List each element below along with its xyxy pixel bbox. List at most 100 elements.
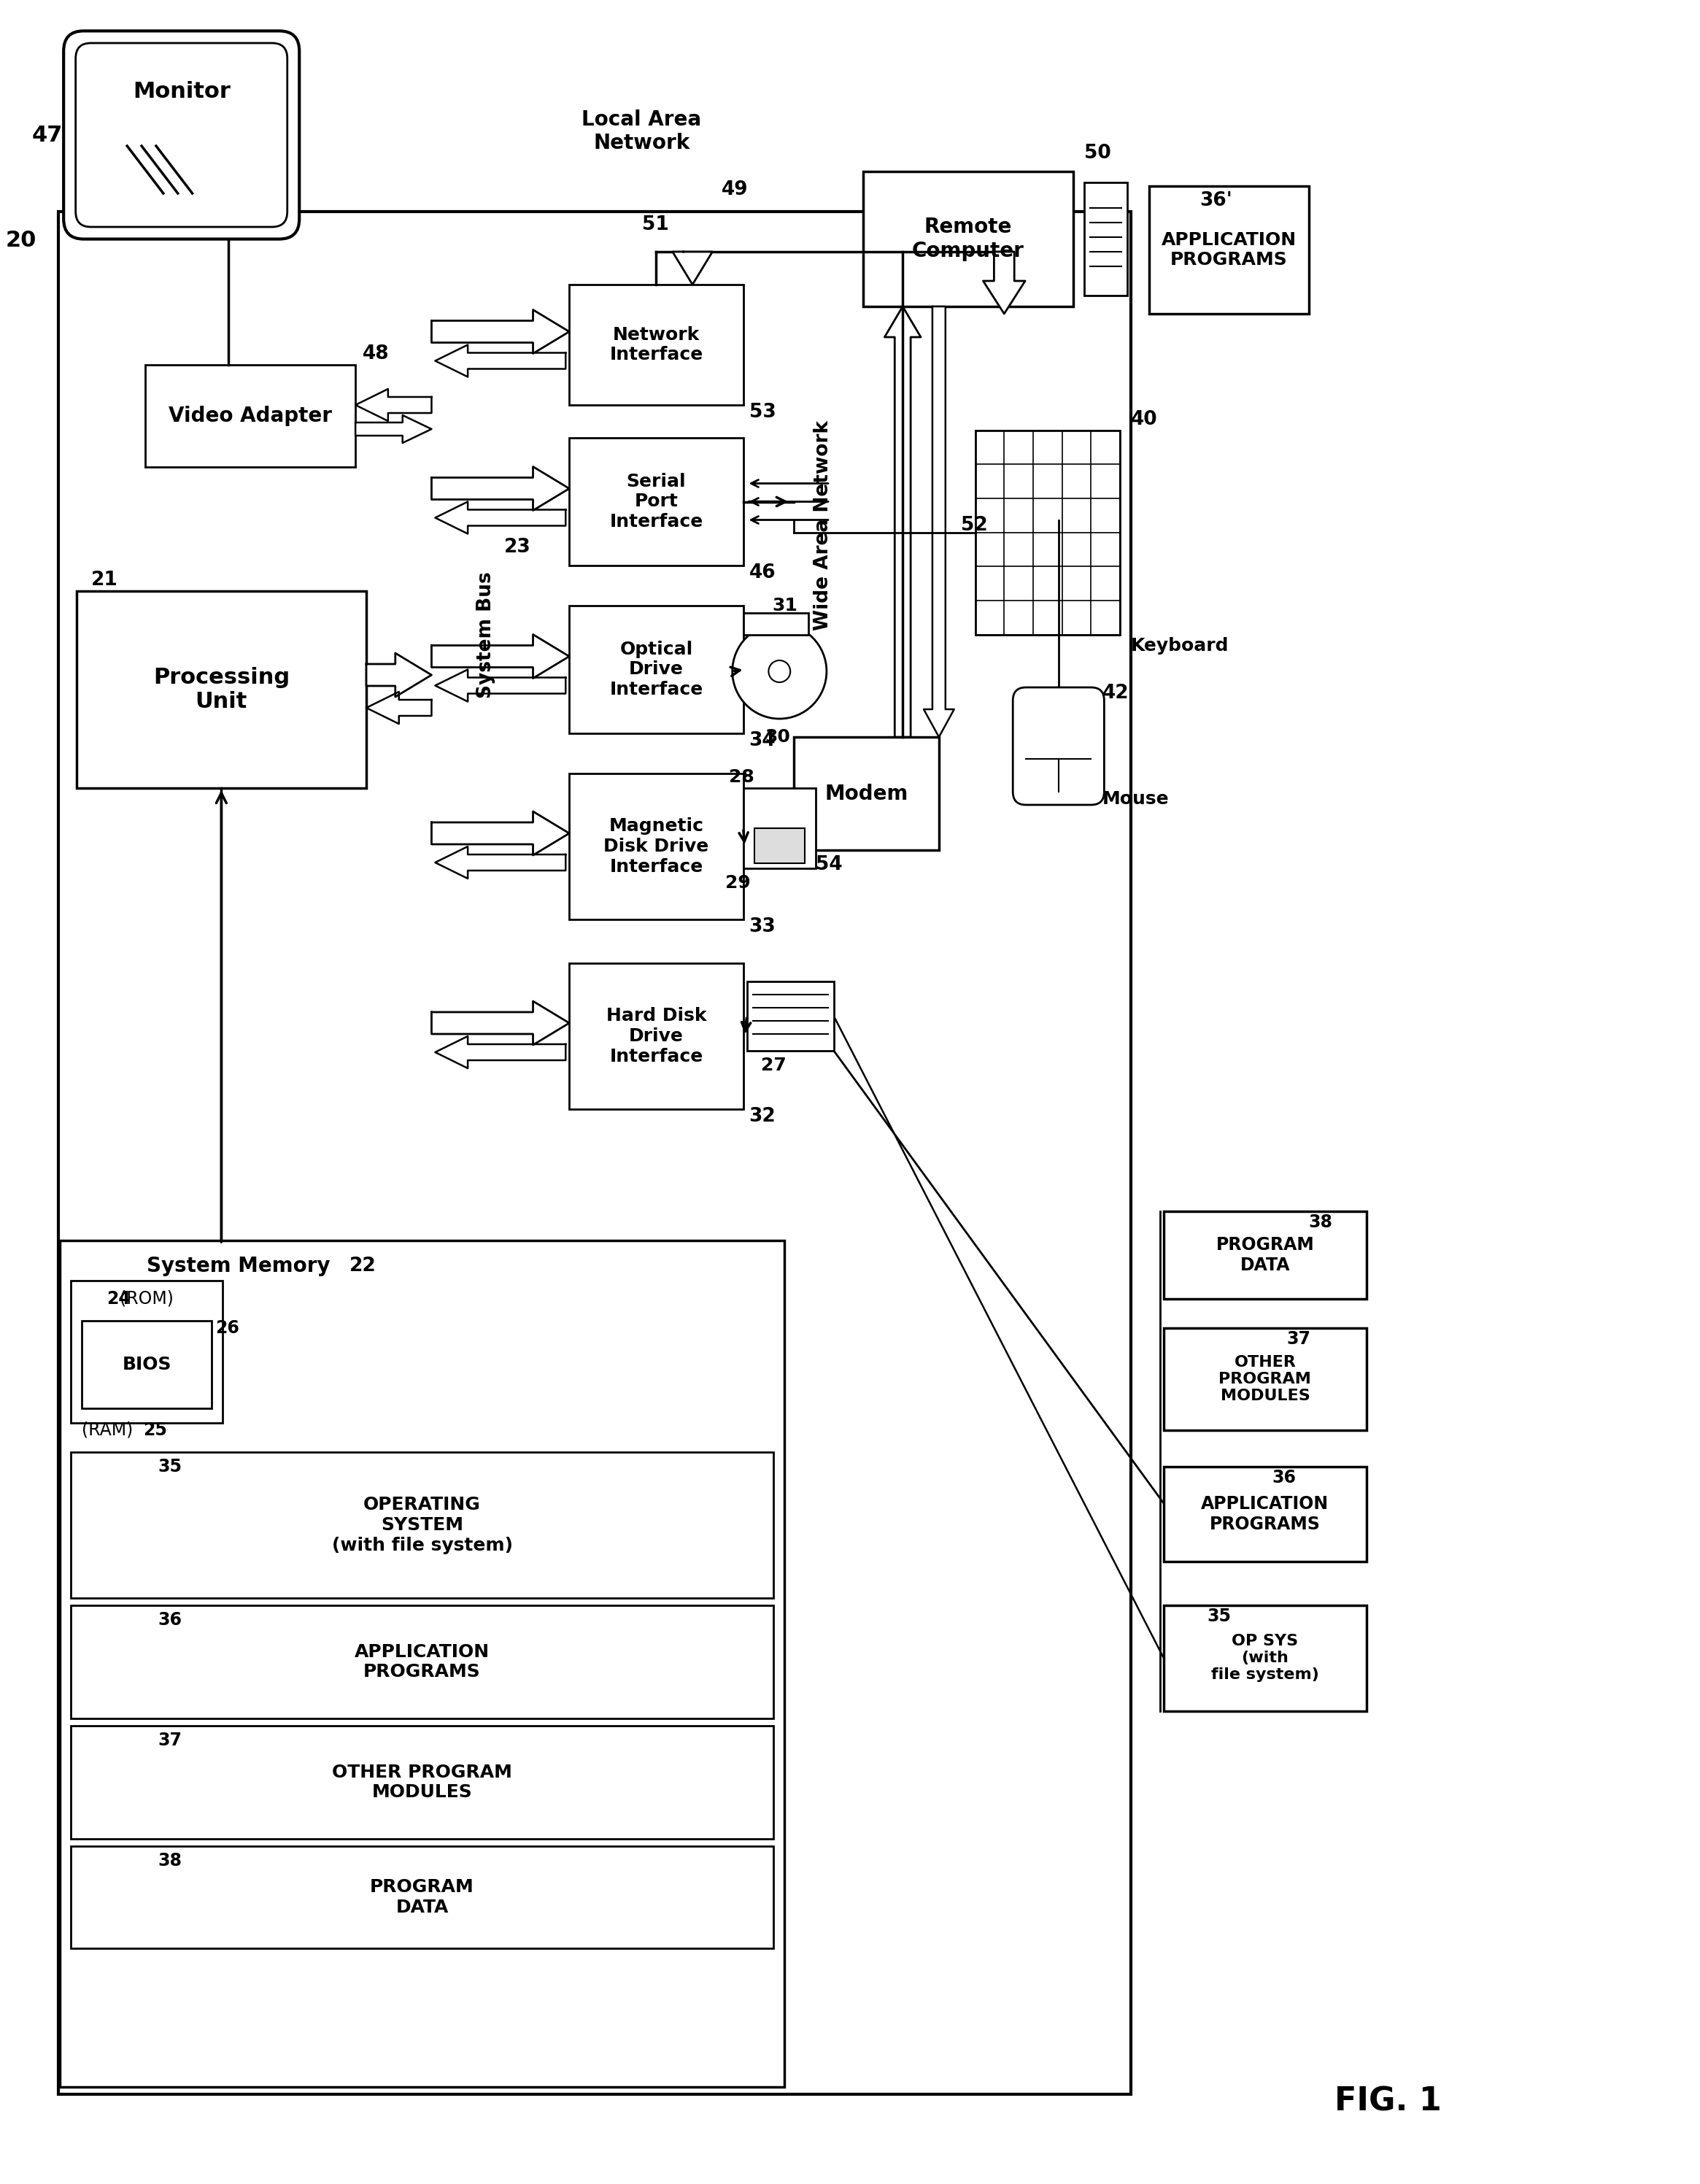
Bar [746, 981, 833, 1051]
Polygon shape [432, 467, 570, 511]
Text: Video Adapter: Video Adapter [168, 406, 332, 426]
Polygon shape [366, 692, 432, 723]
Text: 53: 53 [750, 402, 775, 422]
Bar [58, 212, 1130, 2094]
Text: FIG. 1: FIG. 1 [1334, 2086, 1442, 2116]
Text: 24: 24 [107, 1291, 131, 1308]
Text: System Memory: System Memory [146, 1256, 330, 1275]
Bar [570, 605, 743, 734]
Bar [71, 1725, 774, 1839]
Text: 31: 31 [772, 596, 797, 614]
Text: 22: 22 [350, 1256, 376, 1275]
Bar [1163, 1605, 1367, 1710]
Text: 42: 42 [1102, 684, 1129, 703]
Text: Wide Area Network: Wide Area Network [814, 419, 833, 631]
Text: OTHER
PROGRAM
MODULES: OTHER PROGRAM MODULES [1219, 1354, 1311, 1404]
Text: Mouse: Mouse [1102, 791, 1170, 808]
Polygon shape [435, 670, 566, 701]
Polygon shape [432, 1000, 570, 1044]
Bar [1085, 183, 1127, 295]
Bar [1163, 1468, 1367, 1562]
Text: 38: 38 [1309, 1214, 1333, 1232]
Text: 33: 33 [750, 917, 775, 937]
Text: 27: 27 [762, 1057, 787, 1075]
Bar [1163, 1328, 1367, 1431]
Text: 49: 49 [721, 181, 748, 199]
Bar [144, 365, 355, 467]
FancyBboxPatch shape [63, 31, 299, 238]
Text: 37: 37 [158, 1732, 182, 1749]
Bar [1149, 186, 1309, 314]
FancyBboxPatch shape [75, 44, 287, 227]
Text: (RAM): (RAM) [82, 1422, 133, 1439]
Bar [743, 614, 809, 636]
Bar [570, 437, 743, 566]
Text: 32: 32 [750, 1107, 775, 1127]
Bar [1163, 1212, 1367, 1299]
Text: 50: 50 [1085, 144, 1110, 164]
Text: PROGRAM
DATA: PROGRAM DATA [1215, 1236, 1314, 1273]
Bar [570, 773, 743, 919]
Text: 40: 40 [1130, 411, 1158, 428]
Text: Network
Interface: Network Interface [609, 325, 704, 365]
Text: 37: 37 [1287, 1330, 1311, 1348]
Bar [71, 1452, 774, 1599]
Text: Serial
Port
Interface: Serial Port Interface [609, 472, 704, 531]
Text: 25: 25 [143, 1422, 167, 1439]
Text: 36': 36' [1200, 192, 1232, 210]
Polygon shape [355, 415, 432, 443]
Polygon shape [673, 251, 712, 284]
Text: Modem: Modem [824, 784, 908, 804]
Text: 20: 20 [5, 229, 36, 251]
Polygon shape [355, 389, 432, 422]
Polygon shape [435, 1035, 566, 1068]
Polygon shape [923, 306, 954, 736]
Polygon shape [432, 636, 570, 679]
Text: 47: 47 [32, 124, 63, 146]
Text: BIOS: BIOS [122, 1356, 172, 1374]
FancyBboxPatch shape [1013, 688, 1105, 806]
Text: Optical
Drive
Interface: Optical Drive Interface [609, 640, 704, 699]
Text: 26: 26 [216, 1319, 240, 1337]
Text: OPERATING
SYSTEM
(with file system): OPERATING SYSTEM (with file system) [332, 1496, 513, 1555]
Text: Monitor: Monitor [133, 81, 230, 103]
Text: 35: 35 [158, 1459, 182, 1476]
Text: 35: 35 [1207, 1607, 1231, 1625]
Text: System Bus: System Bus [476, 572, 495, 699]
Text: 52: 52 [960, 515, 988, 535]
Text: 36: 36 [158, 1612, 182, 1629]
Text: Keyboard: Keyboard [1130, 638, 1229, 655]
Bar [71, 1845, 774, 1948]
Text: 51: 51 [641, 216, 668, 234]
Polygon shape [432, 310, 570, 354]
Text: 46: 46 [750, 563, 775, 583]
Text: APPLICATION
PROGRAMS: APPLICATION PROGRAMS [1202, 1496, 1329, 1533]
Text: Local Area
Network: Local Area Network [581, 109, 702, 153]
Text: APPLICATION
PROGRAMS: APPLICATION PROGRAMS [1161, 232, 1297, 269]
Text: 30: 30 [765, 727, 790, 745]
Bar [755, 828, 804, 863]
Bar [82, 1321, 212, 1409]
Text: PROGRAM
DATA: PROGRAM DATA [371, 1878, 474, 1915]
Polygon shape [884, 306, 921, 736]
Text: Hard Disk
Drive
Interface: Hard Disk Drive Interface [607, 1007, 707, 1066]
Polygon shape [435, 502, 566, 533]
Text: 28: 28 [729, 769, 755, 786]
Bar [71, 1605, 774, 1719]
Bar [71, 1280, 223, 1424]
Text: 38: 38 [158, 1852, 182, 1870]
Polygon shape [366, 653, 432, 697]
Text: 23: 23 [503, 537, 530, 557]
Polygon shape [435, 847, 566, 878]
Bar [76, 592, 365, 788]
Polygon shape [432, 812, 570, 856]
Text: APPLICATION
PROGRAMS: APPLICATION PROGRAMS [355, 1642, 490, 1682]
Bar [570, 284, 743, 404]
Bar [864, 173, 1073, 306]
Text: (ROM): (ROM) [119, 1291, 173, 1308]
Text: 36: 36 [1272, 1470, 1297, 1487]
Bar [743, 788, 816, 869]
Text: 54: 54 [816, 856, 843, 874]
Bar [794, 736, 938, 850]
Text: OTHER PROGRAM
MODULES: OTHER PROGRAM MODULES [332, 1762, 512, 1802]
